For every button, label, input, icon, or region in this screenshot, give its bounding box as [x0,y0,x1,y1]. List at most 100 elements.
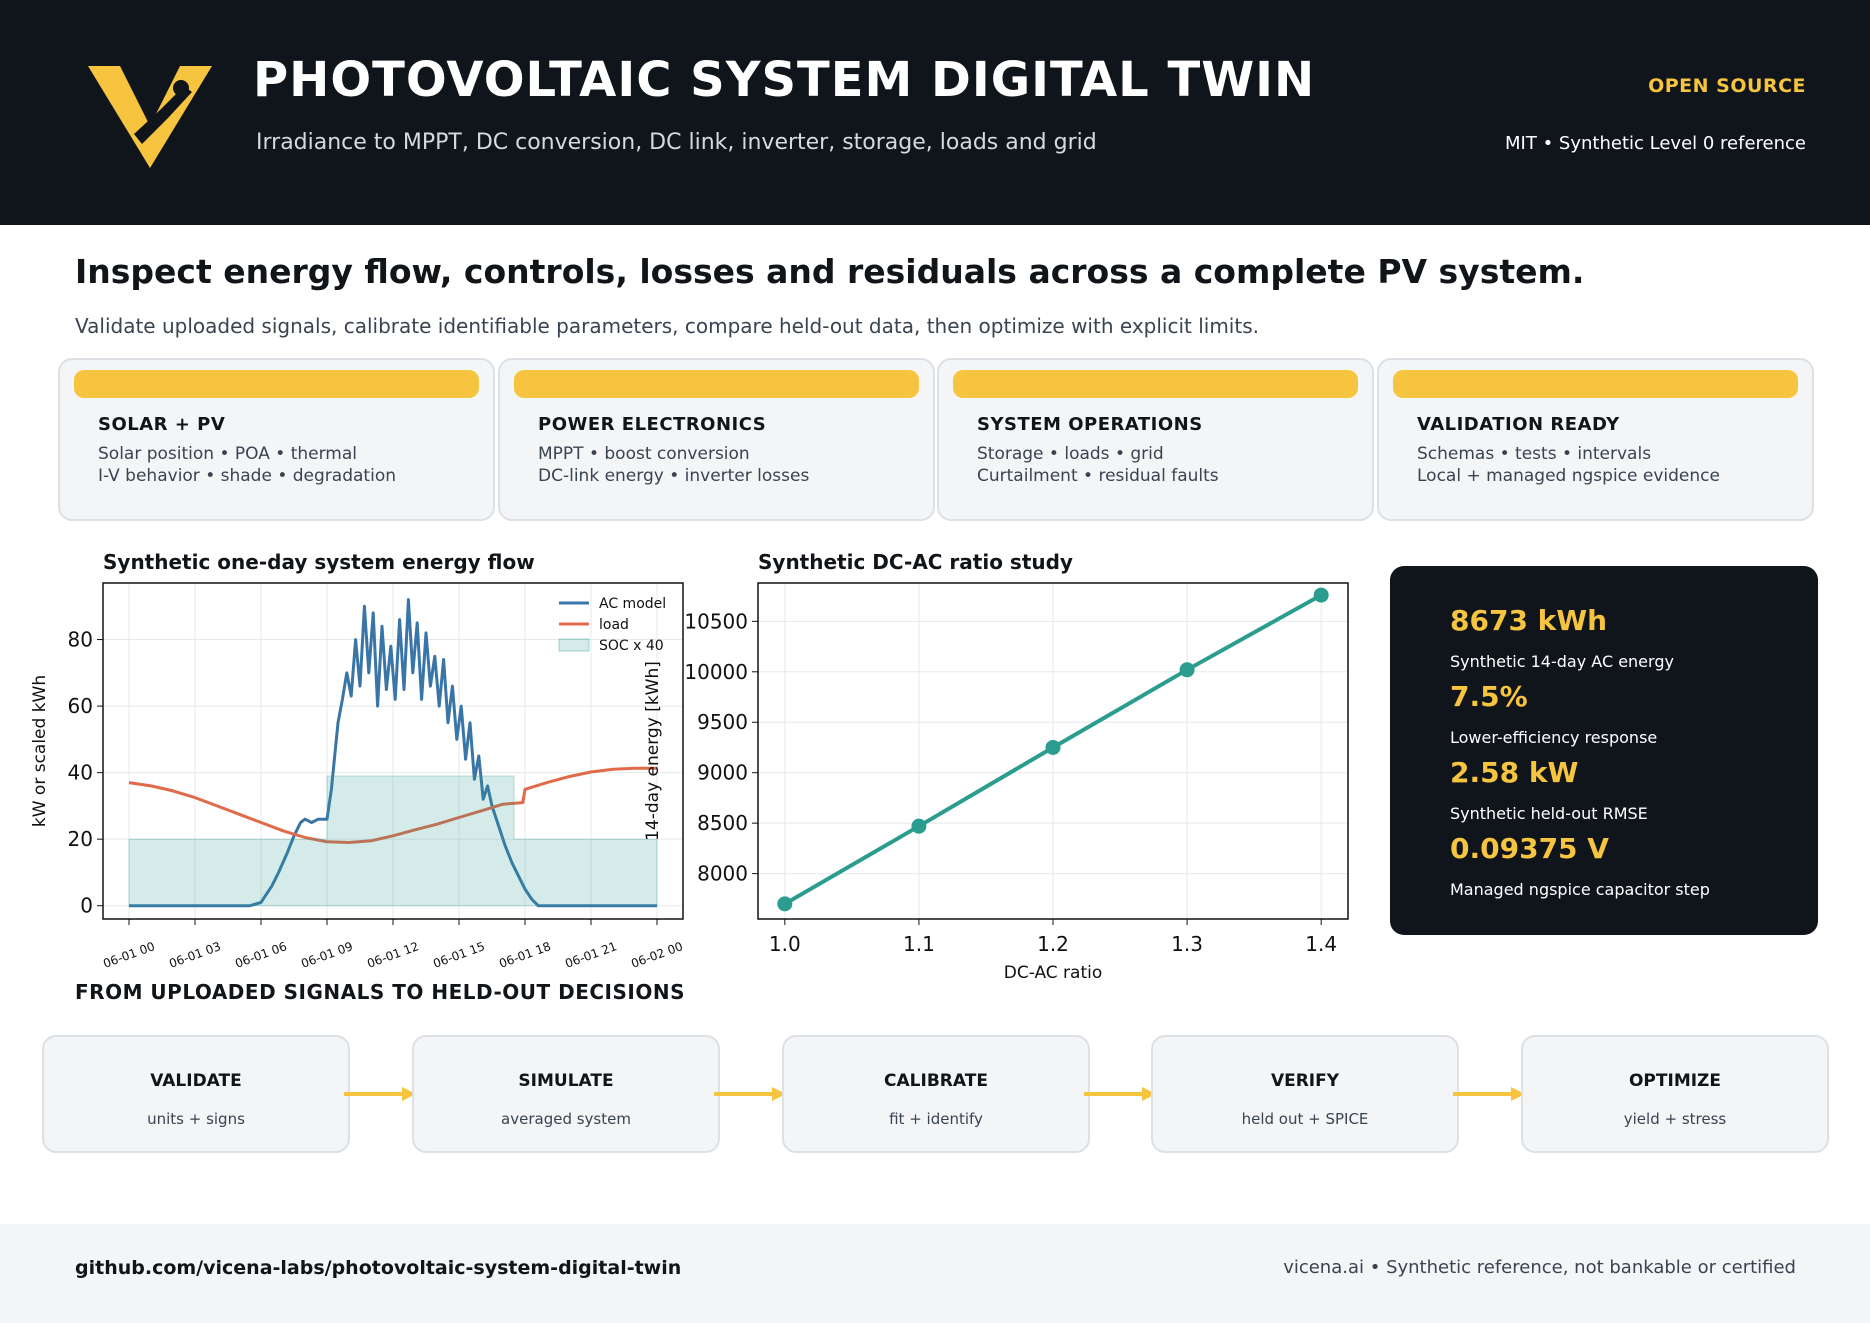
x-tick-label: 06-01 06 [233,939,288,971]
legend-label: SOC x 40 [599,638,664,654]
feature-card-power-electronics: POWER ELECTRONICS MPPT • boost conversio… [498,358,935,521]
license-meta: MIT • Synthetic Level 0 reference [1505,133,1806,154]
y-tick-label: 8000 [697,862,748,886]
arrow-right-icon [1453,1087,1525,1101]
x-axis-label: DC-AC ratio [1004,963,1103,983]
y-tick-label: 20 [68,827,93,851]
step-desc: units + signs [147,1110,245,1128]
data-point [911,818,927,834]
card-title: SOLAR + PV [98,414,226,435]
card-line: Solar position • POA • thermal [98,444,357,464]
arrow-right-icon [1084,1087,1156,1101]
data-point [1313,587,1329,603]
process-step-calibrate: CALIBRATE fit + identify [782,1035,1090,1153]
y-tick-label: 80 [68,628,93,652]
data-point [777,896,793,912]
card-accent-bar [953,370,1358,398]
stat-value: 8673 kWh [1450,604,1608,637]
step-name: VERIFY [1270,1071,1340,1091]
x-tick-label: 1.2 [1037,932,1069,956]
x-tick-label: 06-01 00 [101,939,156,971]
stat-label: Lower-efficiency response [1450,728,1658,747]
step-name: CALIBRATE [884,1071,988,1091]
process-title: FROM UPLOADED SIGNALS TO HELD-OUT DECISI… [75,980,685,1004]
y-axis-label: kW or scaled kWh [30,675,50,827]
step-desc: averaged system [501,1110,631,1128]
footer: github.com/vicena-labs/photovoltaic-syst… [0,1224,1870,1323]
y-tick-label: 10500 [684,609,748,633]
feature-card-system-operations: SYSTEM OPERATIONS Storage • loads • grid… [937,358,1374,521]
stat-value: 2.58 kW [1450,756,1579,789]
step-name: OPTIMIZE [1628,1071,1721,1091]
open-source-badge: OPEN SOURCE [1648,75,1806,97]
y-tick-label: 9000 [697,761,748,785]
headline: Inspect energy flow, controls, losses an… [75,252,1585,291]
card-line: MPPT • boost conversion [538,444,750,464]
chart-title: Synthetic one-day system energy flow [103,550,535,574]
legend-swatch [558,638,590,652]
header-banner: PHOTOVOLTAIC SYSTEM DIGITAL TWIN Irradia… [0,0,1870,225]
dc-ac-ratio-chart: Synthetic DC-AC ratio study 8000 8500 9000 9… [643,550,1349,983]
card-line: I-V behavior • shade • degradation [98,466,396,486]
x-tick-label: 1.0 [769,932,801,956]
stat-value: 7.5% [1450,680,1528,713]
step-name: SIMULATE [518,1071,614,1091]
footer-disclaimer: vicena.ai • Synthetic reference, not ban… [1283,1257,1796,1278]
headline-subtext: Validate uploaded signals, calibrate ide… [75,314,1259,338]
card-title: VALIDATION READY [1417,414,1620,435]
y-axis-label: 14-day energy [kWh] [643,661,663,841]
stat-label: Synthetic held-out RMSE [1450,804,1648,823]
feature-card-validation: VALIDATION READY Schemas • tests • inter… [1377,358,1814,521]
card-line: Storage • loads • grid [977,444,1164,464]
process-step-simulate: SIMULATE averaged system [412,1035,720,1153]
card-accent-bar [514,370,919,398]
x-tick-label: 06-01 12 [365,939,420,971]
card-title: SYSTEM OPERATIONS [977,414,1203,435]
y-tick-label: 8500 [697,811,748,835]
card-accent-bar [1393,370,1798,398]
y-tick-label: 60 [68,694,93,718]
v-logo-icon [88,66,212,168]
legend-label: AC model [599,596,666,612]
stats-panel: 8673 kWh Synthetic 14-day AC energy 7.5%… [1390,566,1818,935]
ac-model-line [129,598,657,908]
y-tick-label: 0 [80,894,93,918]
card-line: DC-link energy • inverter losses [538,466,810,486]
page-title: PHOTOVOLTAIC SYSTEM DIGITAL TWIN [253,52,1316,108]
data-point [1045,739,1061,755]
arrow-right-icon [344,1087,416,1101]
x-tick-label: 06-01 21 [563,939,618,971]
x-tick-label: 1.1 [903,932,935,956]
step-desc: fit + identify [889,1110,983,1128]
legend-label: load [599,617,629,633]
x-tick-label: 06-01 15 [431,939,486,971]
load-line [128,766,657,844]
y-tick-label: 9500 [697,710,748,734]
x-tick-label: 06-01 09 [299,939,354,971]
soc-area [128,775,658,907]
process-step-optimize: OPTIMIZE yield + stress [1521,1035,1829,1153]
card-accent-bar [74,370,479,398]
x-tick-label: 06-01 18 [497,939,552,971]
y-tick-label: 10000 [684,660,748,684]
page-subtitle: Irradiance to MPPT, DC conversion, DC li… [256,130,1097,155]
card-title: POWER ELECTRONICS [538,414,767,435]
stat-label: Managed ngspice capacitor step [1450,880,1710,899]
stat-label: Synthetic 14-day AC energy [1450,652,1674,671]
card-line: Curtailment • residual faults [977,466,1219,486]
plot-frame [102,582,684,920]
repo-link[interactable]: github.com/vicena-labs/photovoltaic-syst… [75,1257,682,1279]
step-name: VALIDATE [150,1071,242,1091]
x-tick-label: 1.4 [1305,932,1337,956]
chart-title: Synthetic DC-AC ratio study [758,550,1073,574]
card-line: Schemas • tests • intervals [1417,444,1652,464]
plot-frame [757,582,1349,920]
x-tick-label: 06-01 03 [167,939,222,971]
y-tick-label: 40 [68,761,93,785]
arrow-right-icon [714,1087,786,1101]
process-step-verify: VERIFY held out + SPICE [1151,1035,1459,1153]
step-desc: held out + SPICE [1241,1110,1369,1128]
card-line: Local + managed ngspice evidence [1417,466,1720,486]
stat-value: 0.09375 V [1450,832,1609,865]
energy-flow-chart: Synthetic one-day system energy flow 0 20 4… [30,550,685,971]
